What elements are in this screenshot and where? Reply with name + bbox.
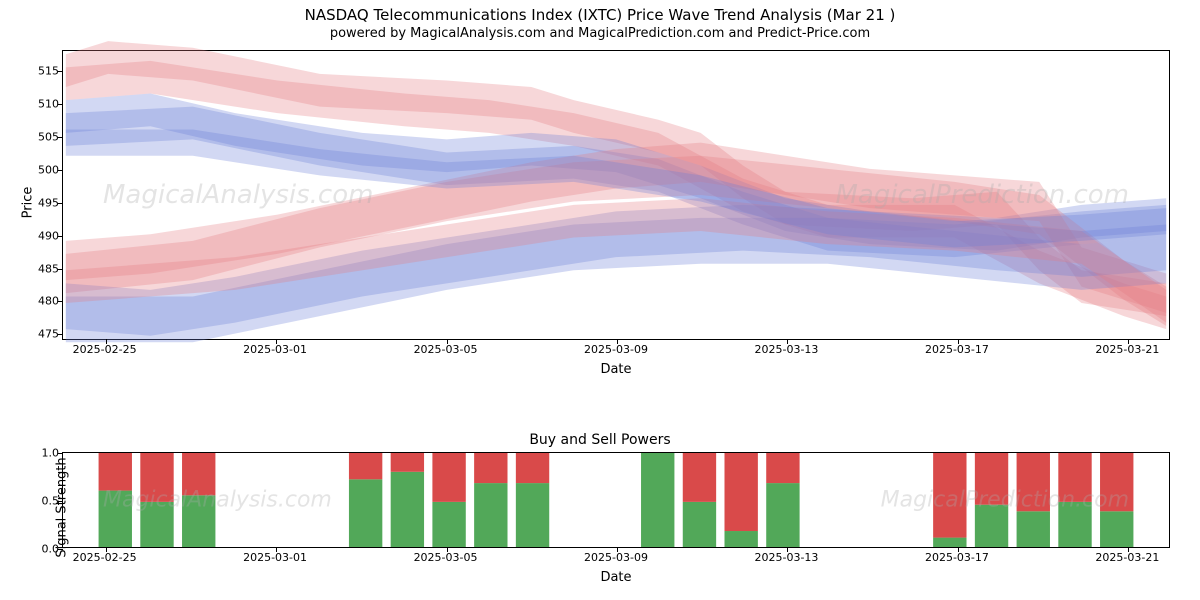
ytick-mark <box>58 269 63 270</box>
xtick-label: 2025-03-13 <box>754 343 818 356</box>
ytick-label: 490 <box>25 229 59 242</box>
ytick-mark <box>58 453 63 454</box>
xtick-label: 2025-03-13 <box>754 551 818 564</box>
buy-bar <box>1058 502 1091 547</box>
xtick-label: 2025-03-17 <box>925 551 989 564</box>
ytick-mark <box>58 170 63 171</box>
powers-chart-xlabel: Date <box>62 570 1170 585</box>
price-chart-frame: MagicalAnalysis.com MagicalPrediction.co… <box>62 50 1170 340</box>
xtick-label: 2025-03-05 <box>414 551 478 564</box>
ytick-label: 500 <box>25 163 59 176</box>
sell-bar <box>349 453 382 479</box>
chart-subtitle: powered by MagicalAnalysis.com and Magic… <box>0 26 1200 41</box>
xtick-label: 2025-02-25 <box>73 343 137 356</box>
buy-bar <box>1100 511 1133 547</box>
ytick-label: 485 <box>25 262 59 275</box>
xtick-label: 2025-03-17 <box>925 343 989 356</box>
sell-bar <box>474 453 507 483</box>
ytick-mark <box>58 104 63 105</box>
buy-bar <box>975 505 1008 547</box>
buy-bar <box>140 502 173 547</box>
sell-bar <box>933 453 966 538</box>
sell-bar <box>683 453 716 502</box>
xtick-label: 2025-03-05 <box>414 343 478 356</box>
sell-bar <box>182 453 215 495</box>
sell-bar <box>1017 453 1050 511</box>
sell-bar <box>432 453 465 502</box>
ytick-label: 505 <box>25 130 59 143</box>
sell-bar <box>975 453 1008 505</box>
ytick-mark <box>58 334 63 335</box>
xtick-label: 2025-03-21 <box>1095 343 1159 356</box>
ytick-mark <box>58 137 63 138</box>
price-chart-ylabel: Price <box>20 187 35 219</box>
buy-bar <box>933 538 966 547</box>
xtick-label: 2025-02-25 <box>73 551 137 564</box>
sell-bar <box>724 453 757 531</box>
powers-chart-xticks: 2025-02-25 2025-03-01 2025-03-05 2025-03-09… <box>62 548 1170 568</box>
ytick-mark <box>58 301 63 302</box>
sell-bar <box>140 453 173 502</box>
buy-bar <box>683 502 716 547</box>
xtick-label: 2025-03-01 <box>243 551 307 564</box>
ytick-label: 515 <box>25 64 59 77</box>
buy-bar <box>432 502 465 547</box>
sell-bar <box>766 453 799 483</box>
sell-bar <box>516 453 549 483</box>
ytick-mark <box>58 203 63 204</box>
chart-title: NASDAQ Telecommunications Index (IXTC) P… <box>0 6 1200 24</box>
buy-bar <box>182 495 215 547</box>
buy-bar <box>516 483 549 547</box>
powers-chart-title: Buy and Sell Powers <box>0 432 1200 448</box>
price-chart-plot <box>63 51 1169 339</box>
price-chart-xlabel: Date <box>62 362 1170 377</box>
sell-bar <box>1100 453 1133 511</box>
title-block: NASDAQ Telecommunications Index (IXTC) P… <box>0 0 1200 41</box>
ytick-mark <box>58 71 63 72</box>
sell-bar <box>99 453 132 491</box>
xtick-label: 2025-03-01 <box>243 343 307 356</box>
xtick-label: 2025-03-09 <box>584 551 648 564</box>
ytick-mark <box>58 236 63 237</box>
powers-chart-frame: MagicalAnalysis.com MagicalPrediction.co… <box>62 452 1170 548</box>
powers-chart-ylabel: Signal Strength <box>55 457 70 557</box>
powers-chart-plot <box>63 453 1169 547</box>
price-chart-xticks: 2025-02-25 2025-03-01 2025-03-05 2025-03-09… <box>62 340 1170 360</box>
ytick-label: 475 <box>25 328 59 341</box>
buy-bar <box>641 453 674 547</box>
buy-bar <box>99 491 132 547</box>
buy-bar <box>724 531 757 547</box>
xtick-label: 2025-03-09 <box>584 343 648 356</box>
sell-bar <box>1058 453 1091 502</box>
xtick-label: 2025-03-21 <box>1095 551 1159 564</box>
buy-bar <box>766 483 799 547</box>
ytick-label: 480 <box>25 295 59 308</box>
buy-bar <box>349 479 382 547</box>
buy-bar <box>1017 511 1050 547</box>
ytick-label: 510 <box>25 97 59 110</box>
buy-bar <box>474 483 507 547</box>
sell-bar <box>391 453 424 472</box>
buy-bar <box>391 472 424 547</box>
